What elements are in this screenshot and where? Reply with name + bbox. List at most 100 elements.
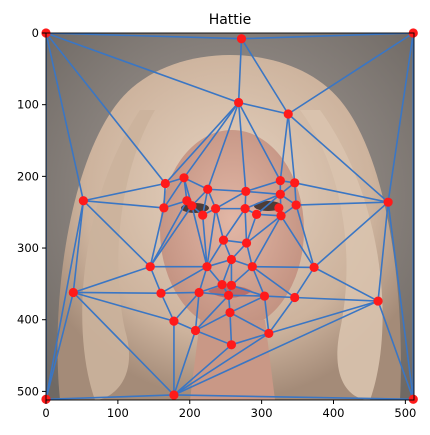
landmark-point-28 xyxy=(276,211,286,221)
x-tick-label-200: 200 xyxy=(179,406,201,420)
edge-3-8 xyxy=(46,199,85,400)
edge-10-16 xyxy=(293,182,389,203)
landmark-point-29 xyxy=(218,235,229,245)
edge-14-26 xyxy=(206,188,247,193)
landmark-point-12 xyxy=(160,178,170,189)
edge-40-45 xyxy=(194,294,230,332)
edge-43-46 xyxy=(229,311,270,335)
edge-0-8 xyxy=(46,33,85,202)
face xyxy=(160,130,304,330)
landmark-points xyxy=(41,28,418,404)
landmark-point-25 xyxy=(291,200,301,210)
edge-2-7 xyxy=(287,33,414,115)
landmark-point-20 xyxy=(198,210,208,220)
edge-15-26 xyxy=(245,179,282,193)
triangulation-edges xyxy=(46,33,414,400)
landmark-point-30 xyxy=(241,238,252,248)
landmark-point-6 xyxy=(234,97,244,108)
landmark-point-21 xyxy=(211,204,221,214)
edge-42-46 xyxy=(268,296,296,335)
landmark-point-40 xyxy=(223,290,234,300)
edge-34-42 xyxy=(251,265,296,299)
edge-9-44 xyxy=(72,291,175,322)
edge-6-13 xyxy=(183,101,240,179)
hair-left-strand xyxy=(82,110,155,400)
edge-6-26 xyxy=(237,101,247,193)
landmark-point-47 xyxy=(226,340,237,350)
edge-28-30 xyxy=(245,214,282,244)
landmark-point-4 xyxy=(169,390,179,400)
edge-6-7 xyxy=(237,101,290,115)
edge-5-11 xyxy=(377,300,414,400)
edge-20-32 xyxy=(201,214,208,268)
edge-9-31 xyxy=(72,265,152,294)
landmark-point-9 xyxy=(68,287,78,298)
edge-0-1 xyxy=(46,33,243,40)
edge-22-27 xyxy=(244,193,282,210)
edge-21-29 xyxy=(214,207,225,241)
edge-0-12 xyxy=(46,33,167,185)
edge-37-41 xyxy=(230,284,266,297)
edge-43-45 xyxy=(194,311,231,332)
edge-17-31 xyxy=(149,207,165,268)
neck xyxy=(190,320,275,400)
landmark-point-34 xyxy=(247,262,257,272)
x-tick-label-400: 400 xyxy=(323,406,345,420)
y-tick-label-0: 0 xyxy=(32,26,39,40)
landmark-point-46 xyxy=(264,328,274,338)
landmark-point-17 xyxy=(159,203,169,213)
edge-28-35 xyxy=(280,214,315,269)
landmark-point-11 xyxy=(373,296,383,306)
landmark-point-27 xyxy=(275,189,285,199)
edge-38-44 xyxy=(160,292,175,322)
edge-34-41 xyxy=(251,265,266,297)
edge-2-10 xyxy=(387,33,414,203)
edge-1-7 xyxy=(240,37,290,115)
landmark-point-32 xyxy=(202,262,212,272)
y-tick-label-400: 400 xyxy=(17,313,39,327)
y-axis: 0 100 200 300 400 500 xyxy=(17,26,46,398)
edge-38-39 xyxy=(160,291,200,294)
edge-45-47 xyxy=(194,329,233,346)
landmark-point-41 xyxy=(259,291,270,301)
edge-7-16 xyxy=(287,113,296,184)
portrait-image xyxy=(46,33,414,400)
edge-7-10 xyxy=(287,113,389,203)
y-tick-label-100: 100 xyxy=(17,98,39,112)
edge-19-31 xyxy=(149,204,193,268)
edge-19-32 xyxy=(191,204,208,268)
landmark-point-33 xyxy=(226,254,237,265)
edge-11-46 xyxy=(268,300,379,335)
edge-23-30 xyxy=(245,213,258,244)
edge-39-45 xyxy=(194,291,200,332)
edge-43-47 xyxy=(229,311,233,346)
landmark-point-16 xyxy=(290,178,300,188)
edge-41-46 xyxy=(263,295,270,335)
edge-8-31 xyxy=(82,199,152,268)
landmark-point-45 xyxy=(190,325,201,336)
edge-3-9 xyxy=(46,291,75,400)
edge-0-6 xyxy=(46,33,240,104)
edge-22-29 xyxy=(222,207,246,241)
edge-35-42 xyxy=(293,266,315,299)
edge-22-30 xyxy=(244,207,248,244)
edge-21-32 xyxy=(206,207,217,268)
edge-6-12 xyxy=(164,101,240,185)
edge-4-11 xyxy=(173,300,379,396)
edge-4-9 xyxy=(72,291,175,396)
edge-1-6 xyxy=(237,37,243,104)
x-tick-label-300: 300 xyxy=(251,406,273,420)
landmark-point-1 xyxy=(236,34,247,44)
landmark-point-38 xyxy=(156,288,166,298)
edge-3-4 xyxy=(46,394,175,400)
chart-title: Hattie xyxy=(209,12,252,28)
edge-46-47 xyxy=(230,332,270,346)
y-tick-label-200: 200 xyxy=(17,169,39,183)
landmark-point-13 xyxy=(179,173,189,183)
y-tick-label-500: 500 xyxy=(17,384,39,398)
edge-34-35 xyxy=(251,265,315,269)
landmark-point-14 xyxy=(203,184,213,194)
landmark-point-37 xyxy=(226,280,237,290)
edge-1-2 xyxy=(240,33,414,40)
edge-10-25 xyxy=(295,201,389,206)
